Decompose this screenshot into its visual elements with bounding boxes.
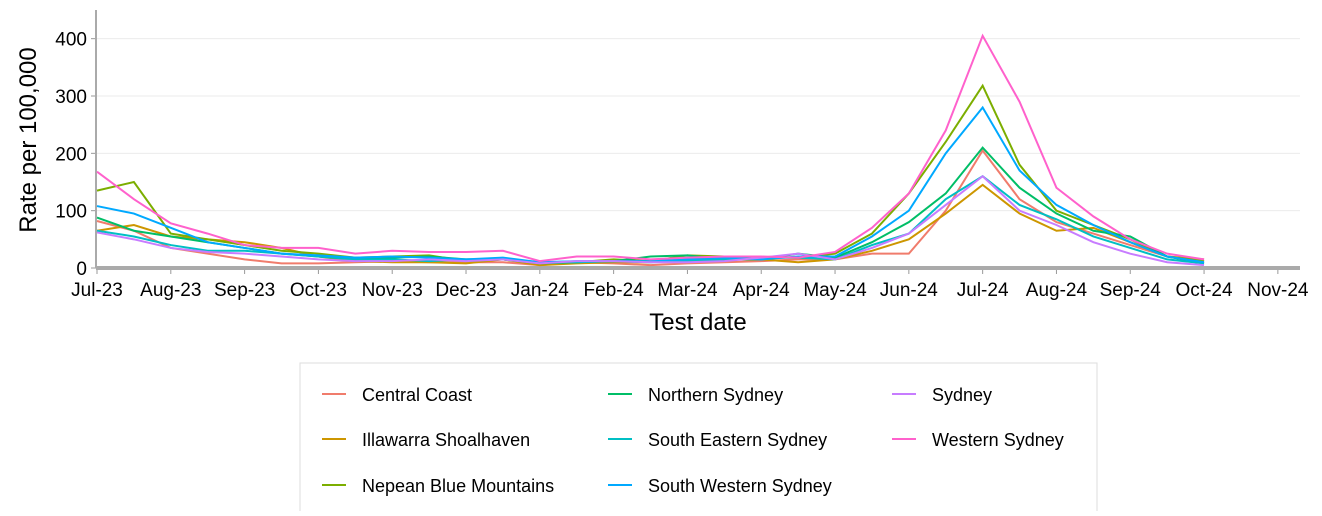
x-tick-label: Mar-24 xyxy=(657,280,718,301)
legend-label: Nepean Blue Mountains xyxy=(362,476,554,496)
y-tick-label: 0 xyxy=(76,259,87,280)
x-tick-label: May-24 xyxy=(803,280,867,301)
y-tick-label: 300 xyxy=(55,87,87,108)
series-line xyxy=(96,33,1205,263)
series-line xyxy=(96,174,1205,267)
legend-label: Western Sydney xyxy=(932,430,1064,450)
x-tick-label: Apr-24 xyxy=(733,280,790,301)
x-tick-label: Jul-23 xyxy=(71,280,123,301)
x-tick-label: Sep-23 xyxy=(214,280,275,301)
x-tick-label: Oct-23 xyxy=(290,280,347,301)
y-axis-title: Rate per 100,000 xyxy=(15,47,42,232)
legend-label: Central Coast xyxy=(362,385,472,405)
y-tick-label: 400 xyxy=(55,30,87,51)
series-line xyxy=(96,83,1205,265)
legend-label: Northern Sydney xyxy=(648,385,783,405)
x-tick-label: Nov-24 xyxy=(1247,280,1309,301)
legend-box xyxy=(299,362,1098,516)
series-line xyxy=(96,148,1205,267)
y-tick-label: 200 xyxy=(55,144,87,165)
x-axis-title: Test date xyxy=(649,309,746,336)
x-tick-label: Jul-24 xyxy=(957,280,1009,301)
y-tick-label: 100 xyxy=(55,202,87,223)
legend-label: Illawarra Shoalhaven xyxy=(362,430,530,450)
x-tick-label: Jan-24 xyxy=(511,280,570,301)
x-tick-label: Sep-24 xyxy=(1100,280,1162,301)
series-line xyxy=(96,105,1205,264)
x-tick-label: Jun-24 xyxy=(880,280,939,301)
legend-label: Sydney xyxy=(932,385,992,405)
x-tick-label: Aug-24 xyxy=(1026,280,1088,301)
x-tick-label: Nov-23 xyxy=(362,280,423,301)
x-tick-label: Feb-24 xyxy=(584,280,645,301)
legend-label: South Eastern Sydney xyxy=(648,430,827,450)
x-tick-label: Dec-23 xyxy=(435,280,496,301)
x-tick-label: Aug-23 xyxy=(140,280,201,301)
x-tick-label: Oct-24 xyxy=(1176,280,1233,301)
legend-label: South Western Sydney xyxy=(648,476,832,496)
